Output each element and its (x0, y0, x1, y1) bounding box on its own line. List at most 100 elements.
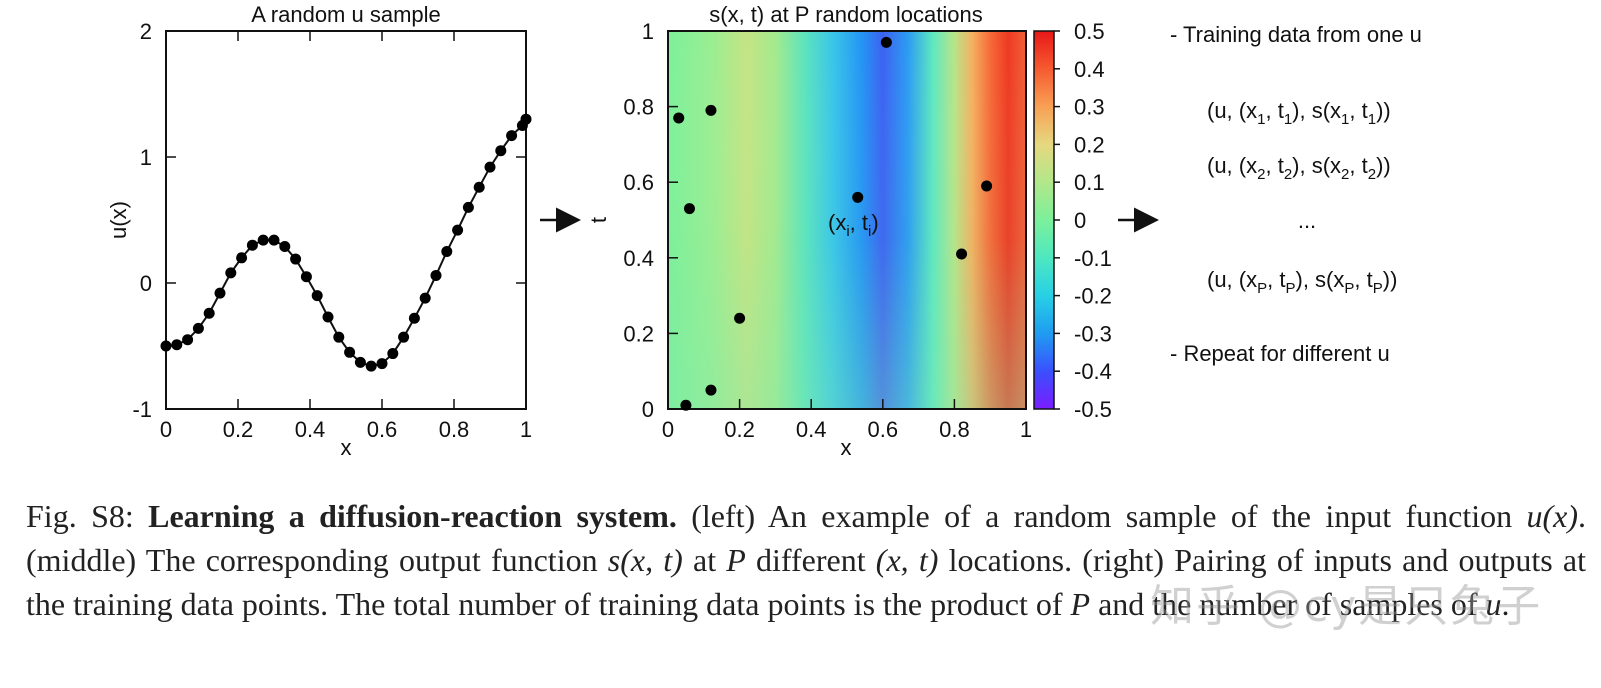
data-point (387, 348, 399, 360)
data-point (484, 161, 496, 173)
left-x-tick-label: 0.4 (295, 417, 326, 442)
data-point (365, 360, 377, 372)
sample-point (705, 104, 717, 116)
left-x-tick-label: 0 (160, 417, 172, 442)
caption-text-12: . (1501, 586, 1510, 622)
data-point (192, 322, 204, 334)
heatmap-ylabel: t (586, 217, 611, 223)
sample-point (680, 399, 692, 411)
caption-text-0: (left) An example of a random sample of … (676, 498, 1527, 534)
heatmap-x-tick-label: 0.2 (724, 417, 755, 442)
heatmap-x-tick-label: 0.4 (796, 417, 827, 442)
data-point (182, 334, 194, 346)
training-heading: - Training data from one u (1170, 22, 1422, 47)
left-y-tick-label: 1 (140, 145, 152, 170)
left-plot-frame (165, 30, 527, 410)
colorbar-ticks: 0.5 0.4 0.3 0.2 0.1 0 -0.1 -0.2 -0.3 -0.4 -0.5 (1054, 19, 1112, 422)
caption-text-10: and the number of samples of (1090, 586, 1486, 622)
data-point (300, 271, 312, 283)
data-point (290, 253, 302, 265)
left-line-chart: A random u sample u(x) x 0 0.2 0.4 0.6 0.8 1 … (106, 2, 532, 460)
heatmap-frame (667, 30, 1027, 410)
data-point (257, 234, 269, 246)
caption-math-sxt: s(x, t) (607, 542, 683, 578)
data-point (160, 340, 172, 352)
pair-row-P: (u, (xP, tP), s(xP, tP)) (1207, 267, 1397, 297)
caption-math-p1: P (726, 542, 746, 578)
heatmap-y-tick-label: 0.2 (623, 321, 654, 346)
sample-point (683, 203, 695, 215)
heatmap-x-tick-label: 0.6 (868, 417, 899, 442)
heatmap-xlabel: x (841, 435, 852, 460)
colorbar-tick-label: 0.3 (1074, 95, 1105, 120)
data-point (236, 252, 248, 264)
data-point (462, 201, 474, 213)
colorbar-tick-label: -0.4 (1074, 359, 1112, 384)
heatmap-x-tick-label: 1 (1020, 417, 1032, 442)
colorbar-tick-label: 0.2 (1074, 132, 1105, 157)
colorbar-tick-label: 0.5 (1074, 19, 1105, 44)
left-y-tick-label: 2 (140, 19, 152, 44)
caption-text-4: at (682, 542, 727, 578)
left-x-tick-label: 1 (520, 417, 532, 442)
pair-row-1: (u, (x1, t1), s(x1, t1)) (1207, 98, 1391, 128)
series-line (165, 118, 527, 368)
left-x-axis: 0 0.2 0.4 0.6 0.8 1 (160, 31, 532, 442)
colorbar-tick-label: -0.2 (1074, 284, 1112, 309)
sample-point (956, 248, 968, 260)
data-point (473, 181, 485, 193)
caption-math-xt: (x, t) (875, 542, 939, 578)
heatmap-y-tick-label: 0.8 (623, 95, 654, 120)
training-data-panel: - Training data from one u (u, (x1, t1),… (1170, 22, 1422, 366)
sample-locations (673, 36, 993, 411)
data-point (419, 292, 431, 304)
watermark: 知乎 @cy是只兔子 (1150, 581, 1543, 632)
colorbar-tick-label: 0.1 (1074, 170, 1105, 195)
heatmap-shading (668, 31, 1026, 409)
middle-heatmap-chart: s(x, t) at P random locations t x 0 0.2 0.… (586, 2, 1112, 460)
colorbar-tick-label: -0.3 (1074, 321, 1112, 346)
data-point (495, 145, 507, 157)
sample-point (734, 312, 746, 324)
left-x-tick-label: 0.6 (367, 417, 398, 442)
data-point (246, 239, 258, 251)
caption-label: Fig. S8: (26, 498, 134, 534)
data-point (214, 287, 226, 299)
heatmap-x-tick-label: 0 (662, 417, 674, 442)
heatmap-y-tick-label: 0.6 (623, 170, 654, 195)
figure: A random u sample u(x) x 0 0.2 0.4 0.6 0.8 1 … (106, 2, 1422, 460)
sample-point (673, 112, 685, 124)
data-point (322, 311, 334, 323)
data-point (430, 269, 442, 281)
pair-ellipsis: ... (1298, 208, 1316, 233)
left-y-tick-label: 0 (140, 271, 152, 296)
heatmap-x-axis: 0 0.2 0.4 0.6 0.8 1 (662, 399, 1032, 442)
figure-caption: Fig. S8: Learning a diffusion-reaction s… (26, 494, 1586, 626)
data-point (203, 307, 215, 319)
data-point (344, 346, 356, 358)
left-x-tick-label: 0.8 (439, 417, 470, 442)
heatmap-x-tick-label: 0.8 (939, 417, 970, 442)
data-point (520, 113, 532, 125)
caption-title: Learning a diffusion-reaction system. (148, 498, 677, 534)
data-point (441, 246, 453, 257)
caption-text-2: . (middle) The corresponding output func… (26, 498, 1586, 578)
data-point (225, 267, 237, 279)
data-point (171, 339, 183, 351)
data-point (333, 331, 345, 343)
data-point (506, 130, 518, 142)
colorbar-tick-label: -0.5 (1074, 397, 1112, 422)
caption-text-8: locations. (right) Pairing of inputs and… (26, 542, 1587, 622)
training-footer: - Repeat for different u (1170, 341, 1390, 366)
sample-point (852, 191, 864, 203)
series-markers (160, 113, 532, 372)
left-ylabel: u(x) (106, 201, 131, 239)
data-point (279, 240, 291, 252)
colorbar-tick-label: 0 (1074, 208, 1086, 233)
heatmap-y-tick-label: 1 (642, 19, 654, 44)
heatmap-title: s(x, t) at P random locations (709, 2, 983, 27)
data-point (408, 312, 420, 324)
data-point (376, 358, 388, 370)
heatmap-y-tick-label: 0.4 (623, 246, 654, 271)
heatmap-y-axis: 0 0.2 0.4 0.6 0.8 1 (623, 19, 678, 422)
